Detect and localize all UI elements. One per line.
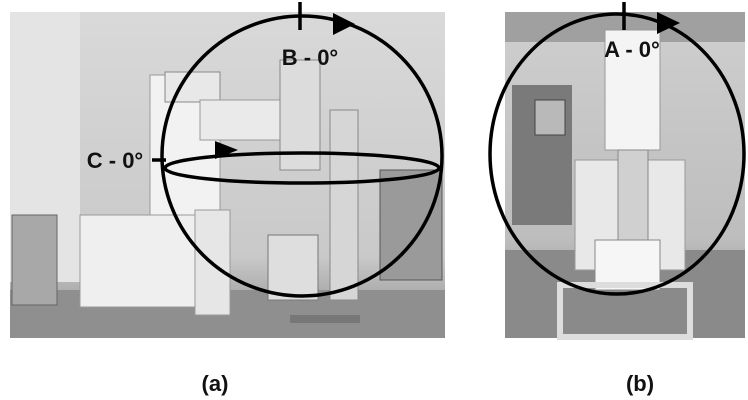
photo-b — [505, 12, 745, 340]
photo-a — [10, 12, 445, 338]
arrow-b — [333, 13, 355, 35]
arrow-c — [215, 141, 238, 159]
annotation: C - 0° — [87, 148, 143, 173]
caption: (b) — [626, 371, 654, 396]
overlay-b — [488, 2, 746, 296]
annotation: B - 0° — [282, 45, 338, 70]
annotation: A - 0° — [604, 37, 660, 62]
arrow-a — [657, 12, 680, 34]
caption: (a) — [202, 371, 229, 396]
overlay-a — [152, 2, 444, 298]
